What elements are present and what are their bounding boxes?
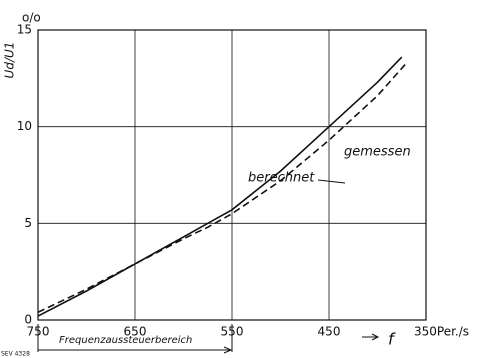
data-line — [37, 62, 408, 314]
y-unit: o/o — [22, 11, 41, 25]
x-label: f — [388, 330, 396, 349]
annotation: berechnet — [248, 171, 315, 186]
y-tick-label: 15 — [17, 23, 32, 37]
x-tick-label: 550 — [221, 325, 244, 339]
y-tick-label: 10 — [17, 119, 32, 133]
leader — [317, 179, 346, 184]
data-line — [37, 56, 403, 317]
x-tick-label: 350Per./s — [414, 325, 469, 339]
x-tick-label: 450 — [318, 325, 341, 339]
figure-code: SEV 4328 — [1, 351, 30, 358]
y-tick-label: 5 — [24, 216, 32, 230]
range-arrow — [37, 324, 380, 354]
annotation: gemessen — [344, 145, 411, 160]
y-tick-label: 0 — [24, 313, 32, 327]
range-label: Frequenzaussteuerbereich — [59, 335, 192, 346]
y-label: Ud/U1 — [3, 42, 17, 79]
x-tick-label: 750 — [27, 325, 50, 339]
x-tick-label: 650 — [124, 325, 147, 339]
